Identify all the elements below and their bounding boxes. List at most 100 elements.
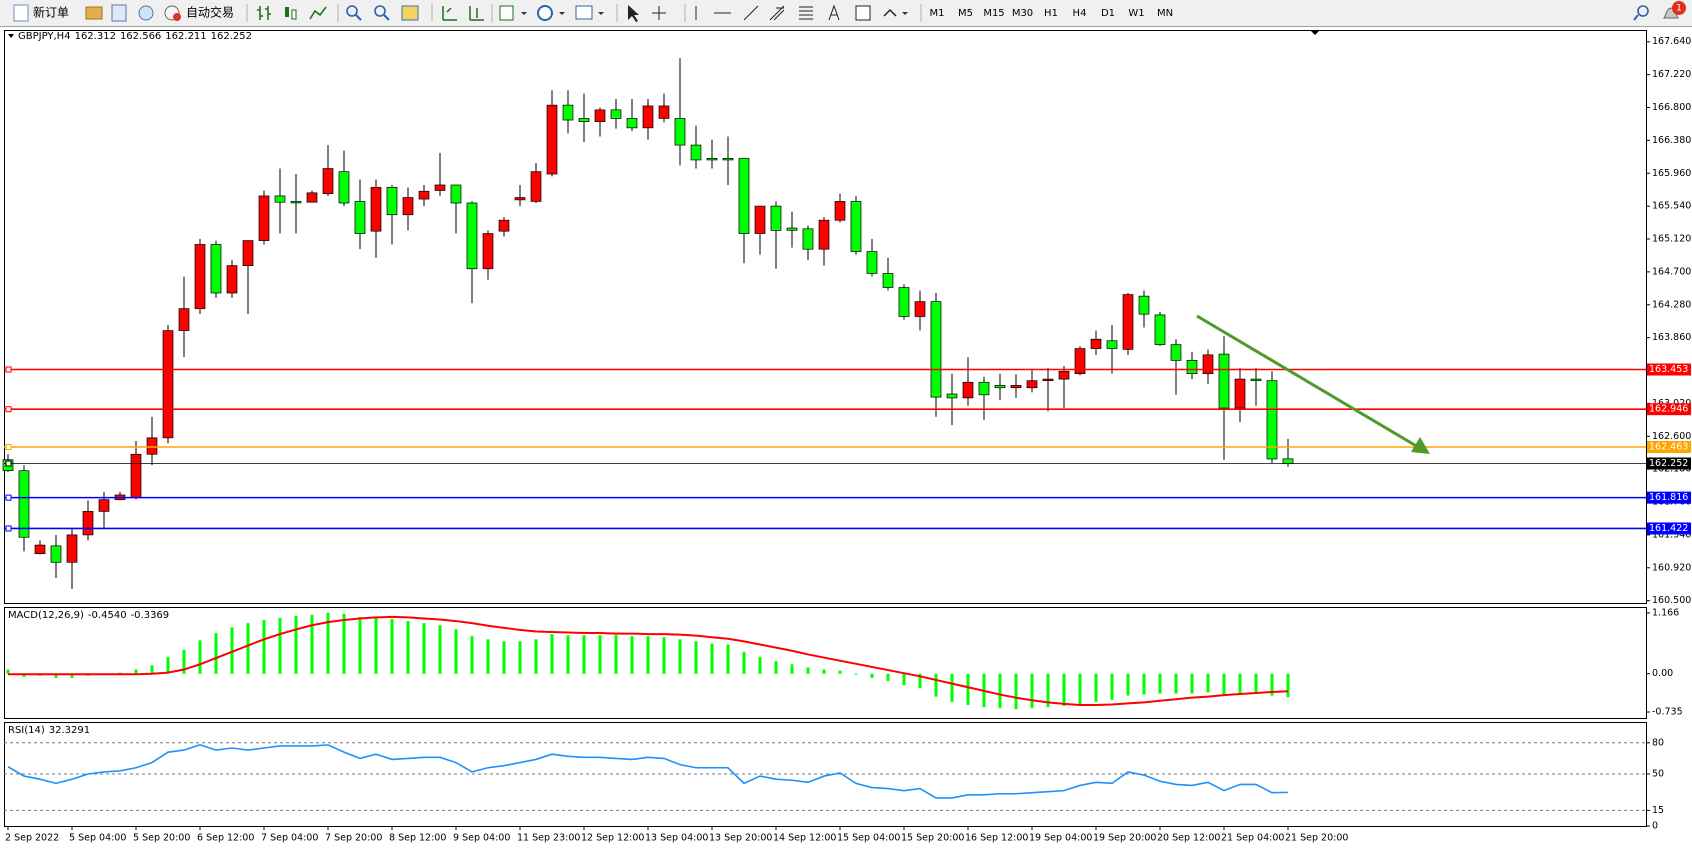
timeframe-button[interactable]: M30 — [1012, 8, 1033, 19]
dropdown-arrow[interactable] — [521, 12, 527, 15]
dropdown-arrow[interactable] — [902, 12, 908, 15]
icon-tile[interactable] — [401, 5, 419, 21]
candle-body — [1026, 380, 1038, 389]
icon-text[interactable] — [828, 4, 840, 21]
candle-body — [674, 118, 686, 146]
candle-body — [706, 158, 718, 161]
x-tick-label: 8 Sep 12:00 — [389, 833, 446, 844]
macd-bar — [710, 643, 714, 674]
candle-body — [770, 205, 782, 231]
macd-bar — [470, 636, 474, 674]
price-line-handle — [5, 494, 12, 501]
icon-trendline[interactable] — [743, 5, 759, 21]
timeframe-button[interactable]: W1 — [1128, 8, 1144, 19]
dropdown-arrow[interactable] — [559, 12, 565, 15]
macd-bar — [774, 661, 778, 674]
candle-body — [1042, 378, 1054, 382]
icon-channel[interactable] — [769, 5, 785, 21]
icon-templates[interactable] — [575, 5, 593, 20]
candle-body — [1202, 354, 1214, 374]
macd-bar — [1046, 673, 1050, 708]
candle-body — [450, 184, 462, 204]
notification-badge[interactable] — [1672, 1, 1686, 15]
timeframe-button[interactable]: M1 — [930, 8, 945, 19]
candle-body — [914, 301, 926, 317]
icon-shift[interactable] — [469, 6, 484, 21]
candle-body — [642, 105, 654, 129]
header-part: -0.4540 — [88, 610, 127, 621]
icon-cursor[interactable] — [628, 5, 639, 22]
x-tick-label: 5 Sep 20:00 — [133, 833, 190, 844]
candle-body — [786, 227, 798, 231]
macd-bar — [166, 657, 170, 674]
icon-zoom-out[interactable] — [374, 5, 386, 17]
candle-body — [210, 244, 222, 294]
timeframe-button[interactable]: M5 — [958, 8, 973, 19]
macd-bar — [646, 636, 650, 674]
icon-autoscroll[interactable] — [442, 6, 457, 21]
icon-crosshair[interactable] — [652, 6, 666, 20]
timeframe-button[interactable]: M15 — [983, 8, 1004, 19]
icon-zoom-in[interactable] — [346, 5, 358, 17]
macd-bar — [310, 614, 314, 674]
price-tag — [1647, 403, 1691, 416]
icon-line[interactable] — [309, 6, 327, 20]
macd-bar — [1062, 673, 1066, 707]
header-part: MACD(12,26,9) — [8, 610, 84, 621]
timeframe-button[interactable]: H1 — [1044, 8, 1058, 19]
candle-body — [466, 202, 478, 270]
icon-new-order[interactable] — [13, 4, 29, 22]
icon-signals[interactable] — [138, 5, 154, 21]
candle-body — [498, 219, 510, 232]
candle-body — [1090, 338, 1102, 349]
candle-body — [1186, 359, 1198, 374]
macd-bar — [1142, 673, 1146, 695]
icon-arrows[interactable] — [883, 8, 897, 17]
macd-bar — [998, 673, 1002, 709]
y-tick-label: 163.860 — [1652, 332, 1691, 343]
macd-bar — [806, 667, 810, 674]
timeframe-button[interactable]: D1 — [1101, 8, 1115, 19]
icon-history[interactable] — [111, 4, 127, 22]
candle-body — [610, 109, 622, 119]
icon-periods[interactable] — [537, 5, 553, 21]
notification-count[interactable]: 1 — [1676, 4, 1682, 14]
timeframe-button[interactable]: H4 — [1073, 8, 1087, 19]
timeframe-button[interactable]: MN — [1157, 8, 1173, 19]
auto-trading-label[interactable]: 自动交易 — [186, 5, 234, 20]
signal-line — [8, 615, 1289, 706]
candle-body — [562, 104, 574, 121]
candle-body — [690, 144, 702, 161]
macd-bar — [438, 625, 442, 674]
new-order-label[interactable]: 新订单 — [33, 5, 69, 20]
candle-body — [578, 118, 590, 122]
dropdown-arrow[interactable] — [598, 12, 604, 15]
price-tag — [1647, 491, 1691, 504]
price-tag-label: 162.252 — [1649, 458, 1688, 469]
candle-body — [594, 109, 606, 122]
candle-body — [738, 158, 750, 234]
y-tick-label: -0.735 — [1652, 707, 1683, 718]
pane-header: MACD(12,26,9) -0.4540 -0.3369 — [8, 610, 169, 621]
icon-folder[interactable] — [85, 6, 103, 20]
price-line-handle — [5, 366, 12, 373]
pane-header: GBPJPY,H4 162.312 162.566 162.211 162.252 — [18, 31, 252, 42]
price-tag-label: 163.453 — [1649, 364, 1688, 375]
icon-candles[interactable] — [285, 7, 289, 17]
y-tick-label: 50 — [1652, 769, 1664, 780]
icon-search[interactable] — [1637, 5, 1649, 17]
icon-label[interactable] — [855, 5, 871, 21]
header-part: 162.252 — [211, 31, 252, 42]
icon-auto-stop — [173, 13, 181, 21]
macd-bar — [262, 620, 266, 674]
price-tag-label: 161.422 — [1649, 523, 1688, 534]
macd-bar — [1190, 673, 1194, 694]
icon-bars[interactable] — [257, 6, 271, 20]
icon-indicators[interactable] — [499, 5, 514, 21]
candle-body — [50, 545, 62, 563]
candle-body — [1266, 380, 1278, 460]
y-tick-label: 165.540 — [1652, 201, 1691, 212]
candle-body — [1170, 344, 1182, 361]
icon-fibo[interactable] — [799, 6, 813, 20]
